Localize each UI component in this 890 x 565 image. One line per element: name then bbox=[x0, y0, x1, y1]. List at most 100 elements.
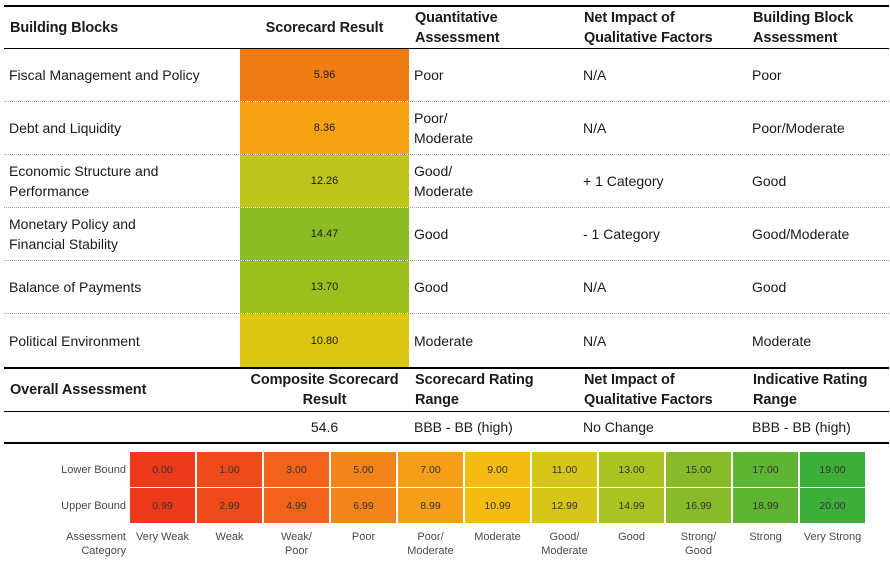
block-assessment: Good bbox=[752, 173, 787, 189]
category-line2: Poor bbox=[284, 545, 309, 557]
rating-range-header-line1: Scorecard Rating bbox=[415, 372, 534, 388]
category-line1: Good bbox=[618, 531, 645, 543]
category-line1: Moderate bbox=[474, 531, 521, 543]
table-row: Debt and Liquidity 8.36 Poor/ Moderate N… bbox=[4, 102, 889, 155]
upper-bound-cell: 20.00 bbox=[800, 488, 865, 523]
quant-line2: Moderate bbox=[414, 183, 474, 199]
building-block-line1: Balance of Payments bbox=[9, 279, 142, 295]
building-block-line1: Fiscal Management and Policy bbox=[9, 67, 200, 83]
upper-bound-cell: 14.99 bbox=[599, 488, 664, 523]
composite-score-value: 54.6 bbox=[310, 419, 339, 435]
upper-bound-row: Upper Bound 0.99 2.99 4.99 6.99 8.99 10.99 12.… bbox=[0, 488, 890, 523]
building-block-name: Fiscal Management and Policy bbox=[4, 49, 240, 101]
quant-line1: Poor bbox=[414, 67, 444, 83]
net-impact: N/A bbox=[583, 279, 607, 295]
lower-bound-cell: 11.00 bbox=[532, 452, 597, 487]
overall-impact-value: No Change bbox=[583, 419, 654, 435]
scorecard-result: 14.47 bbox=[240, 208, 409, 260]
net-impact: N/A bbox=[583, 67, 607, 83]
upper-bound-cells: 0.99 2.99 4.99 6.99 8.99 10.99 12.99 14.99 16.99… bbox=[130, 488, 865, 523]
quant-line1: Good/ bbox=[414, 163, 453, 179]
category-cell: Very Strong bbox=[800, 530, 865, 558]
building-block-name: Balance of Payments bbox=[4, 261, 240, 313]
category-row: Assessment Category Very Weak Weak Weak/Po… bbox=[0, 524, 890, 564]
table-body: Fiscal Management and Policy 5.96 Poor N… bbox=[4, 49, 889, 367]
category-line1: Weak/ bbox=[281, 531, 312, 543]
upper-bound-cell: 18.99 bbox=[733, 488, 798, 523]
quantitative-assessment: Good/ Moderate bbox=[409, 155, 578, 207]
category-line1: Poor/ bbox=[417, 531, 444, 543]
indicative-rating-value: BBB - BB (high) bbox=[752, 419, 851, 435]
building-block-name: Monetary Policy and Financial Stability bbox=[4, 208, 240, 260]
assessment-scale: Lower Bound 0.00 1.00 3.00 5.00 7.00 9.00 11.0… bbox=[0, 452, 890, 564]
header-quant-line2: Assessment bbox=[415, 29, 500, 46]
indicative-header-line1: Indicative Rating bbox=[753, 372, 868, 388]
category-cell: Strong bbox=[733, 530, 798, 558]
header-scorecard-result: Scorecard Result bbox=[265, 19, 384, 36]
quant-line2: Moderate bbox=[414, 130, 474, 146]
header-net-impact: Net Impact of Qualitative Factors bbox=[578, 7, 747, 48]
overall-impact-header-line2: Qualitative Factors bbox=[584, 392, 713, 408]
upper-bound-cell: 12.99 bbox=[532, 488, 597, 523]
building-blocks-table: Building Blocks Scorecard Result Quantit… bbox=[4, 5, 889, 444]
building-block-line1: Monetary Policy and bbox=[9, 216, 136, 232]
category-line2: Good bbox=[685, 545, 712, 557]
lower-bound-cells: 0.00 1.00 3.00 5.00 7.00 9.00 11.00 13.00 15.00 1… bbox=[130, 452, 865, 487]
scorecard-result: 13.70 bbox=[240, 261, 409, 313]
building-block-name: Debt and Liquidity bbox=[4, 102, 240, 154]
building-block-line2: Financial Stability bbox=[9, 236, 118, 252]
block-assessment: Good bbox=[752, 279, 787, 295]
upper-bound-cell: 10.99 bbox=[465, 488, 530, 523]
quant-line1: Poor/ bbox=[414, 110, 448, 126]
composite-header-line1: Composite Scorecard bbox=[250, 372, 399, 388]
overall-header-row: Overall Assessment Composite Scorecard R… bbox=[4, 367, 889, 412]
quantitative-assessment: Poor bbox=[409, 49, 578, 101]
quant-line1: Good bbox=[414, 279, 449, 295]
upper-bound-cell: 2.99 bbox=[197, 488, 262, 523]
table-row: Monetary Policy and Financial Stability … bbox=[4, 208, 889, 261]
category-cell: Good/Moderate bbox=[532, 530, 597, 558]
block-assessment: Poor bbox=[752, 67, 782, 83]
lower-bound-cell: 3.00 bbox=[264, 452, 329, 487]
category-line1: Strong/ bbox=[680, 531, 717, 543]
overall-values-row: 54.6 BBB - BB (high) No Change BBB - BB … bbox=[4, 412, 889, 444]
category-cell: Moderate bbox=[465, 530, 530, 558]
lower-bound-cell: 7.00 bbox=[398, 452, 463, 487]
upper-bound-cell: 0.99 bbox=[130, 488, 195, 523]
building-block-name: Economic Structure and Performance bbox=[4, 155, 240, 207]
quant-line1: Moderate bbox=[414, 332, 474, 349]
header-rating-range: Scorecard Rating Range bbox=[409, 369, 578, 411]
lower-bound-row: Lower Bound 0.00 1.00 3.00 5.00 7.00 9.00 11.0… bbox=[0, 452, 890, 487]
category-line1: Strong bbox=[749, 531, 782, 543]
category-line1: Weak bbox=[215, 531, 244, 543]
category-cell: Weak/Poor bbox=[264, 530, 329, 558]
category-line2: Moderate bbox=[407, 545, 454, 557]
header-overall-net-impact: Net Impact of Qualitative Factors bbox=[578, 369, 747, 411]
lower-bound-cell: 19.00 bbox=[800, 452, 865, 487]
rating-range-header-line2: Range bbox=[415, 392, 459, 408]
net-impact: N/A bbox=[583, 332, 607, 349]
category-label-line1: Assessment bbox=[66, 531, 126, 543]
quantitative-assessment: Moderate bbox=[409, 314, 578, 367]
table-row: Balance of Payments 13.70 Good N/A Good bbox=[4, 261, 889, 314]
block-assessment: Poor/Moderate bbox=[752, 120, 845, 136]
category-line2: Moderate bbox=[541, 545, 588, 557]
block-assessment: Moderate bbox=[752, 332, 812, 349]
building-block-line1: Political Environment bbox=[9, 332, 140, 349]
block-assessment: Good/Moderate bbox=[752, 226, 850, 242]
upper-bound-cell: 4.99 bbox=[264, 488, 329, 523]
lower-bound-cell: 5.00 bbox=[331, 452, 396, 487]
category-cell: Poor bbox=[331, 530, 396, 558]
scorecard-result: 8.36 bbox=[240, 102, 409, 154]
header-block-assessment: Building Block Assessment bbox=[747, 7, 889, 48]
lower-bound-cell: 9.00 bbox=[465, 452, 530, 487]
scorecard-result: 10.80 bbox=[240, 314, 409, 367]
category-line1: Poor bbox=[351, 531, 376, 543]
upper-bound-label: Upper Bound bbox=[61, 499, 126, 512]
quant-line1: Good bbox=[414, 226, 449, 242]
header-assess-line1: Building Block bbox=[753, 9, 854, 26]
overall-assessment-label: Overall Assessment bbox=[10, 382, 147, 398]
lower-bound-cell: 17.00 bbox=[733, 452, 798, 487]
building-block-name: Political Environment bbox=[4, 314, 240, 367]
table-row: Economic Structure and Performance 12.26… bbox=[4, 155, 889, 208]
